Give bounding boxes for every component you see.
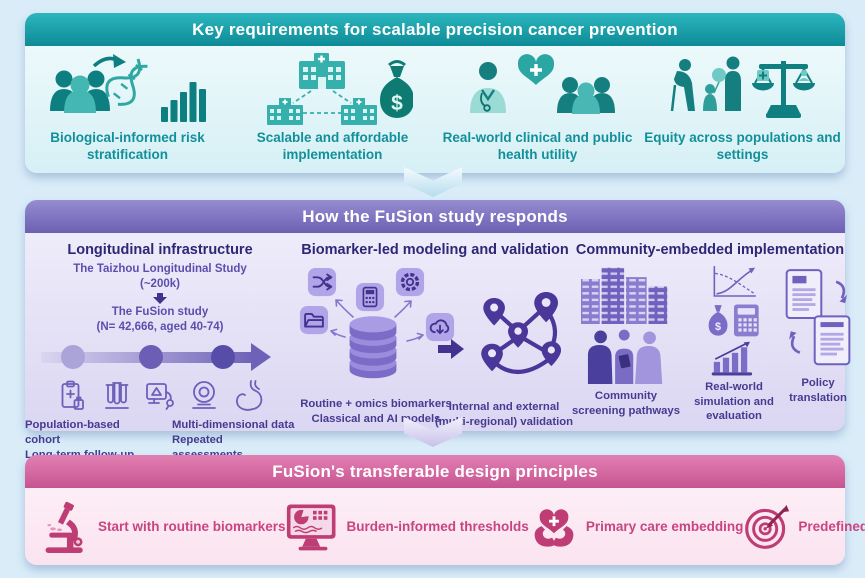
requirement-label: Biological-informed risk stratification xyxy=(50,130,205,163)
hands-heart-cross-icon xyxy=(534,508,574,547)
key-requirements-title: Key requirements for scalable precision … xyxy=(192,19,678,39)
timeline-dot-2 xyxy=(139,345,163,370)
ultrasound-monitor-icon xyxy=(146,382,174,410)
microscope-icon xyxy=(45,501,83,553)
policy-documents-icon xyxy=(785,269,851,366)
connector-arrows-icon xyxy=(330,299,424,342)
biomarker-heading: Biomarker-led modeling and validation xyxy=(301,242,569,258)
principle-label: Burden-informed thresholds xyxy=(346,519,529,534)
requirement-label: Real-world clinical and public health ut… xyxy=(442,130,633,163)
longitudinal-heading: Longitudinal infrastructure xyxy=(67,242,253,258)
community-people-icon xyxy=(587,329,663,384)
population-dna-barchart-icon xyxy=(48,47,208,127)
projection-chart-icon xyxy=(713,266,756,297)
biomarker-column: Biomarker-led modeling and validation xyxy=(295,233,575,431)
taizhou-study-line2: (~200k) xyxy=(140,277,180,290)
requirement-item-real-world-utility: Real-world clinical and public health ut… xyxy=(435,46,640,173)
policy-stack: Policy translation xyxy=(783,264,853,424)
growth-bars-icon xyxy=(711,341,753,376)
timeline-arrowhead-icon xyxy=(251,342,271,371)
simulation-stack: $ xyxy=(691,264,777,424)
principle-predefined-endpoints: Predefined endpoints xyxy=(743,503,865,551)
timeline-arrow xyxy=(41,342,279,372)
moneybag-calculator-icon: $ xyxy=(708,304,759,337)
svg-text:$: $ xyxy=(715,321,721,333)
generations-balance-scales-icon xyxy=(663,47,823,127)
validation-line2: (multi-regional) validation xyxy=(434,416,574,429)
principle-label: Predefined endpoints xyxy=(798,519,865,534)
taizhou-study-line1: The Taizhou Longitudinal Study xyxy=(73,263,247,275)
requirement-label: Equity across populations and settings xyxy=(644,130,841,163)
principle-label: Primary care embedding xyxy=(585,519,744,534)
cohort-data-icons xyxy=(25,379,295,411)
cohort-studies: The Taizhou Longitudinal Study (~200k) T… xyxy=(25,262,295,335)
doctor-heart-family-icon xyxy=(458,47,618,127)
biomarker-cluster: Routine + omics biomarkers Classical and… xyxy=(295,265,575,431)
down-arrow-icon xyxy=(25,292,295,304)
fusion-response-body: Longitudinal infrastructure The Taizhou … xyxy=(25,233,851,461)
requirement-item-risk-stratification: Biological-informed risk stratification xyxy=(25,46,230,173)
fusion-study-line1: The FuSion study xyxy=(111,305,209,318)
feature1-line1: Population-based cohort xyxy=(25,418,120,446)
design-principles-panel: FuSion's transferable design principles xyxy=(25,455,865,565)
stomach-icon xyxy=(236,379,263,411)
hospital-network-moneybag-icon: $ xyxy=(253,47,413,127)
community-heading: Community-embedded implementation xyxy=(575,242,845,258)
timeline-dot-3 xyxy=(211,345,235,370)
biomarker-models-line1: Routine + omics biomarkers xyxy=(300,398,452,410)
validation-label: Internal and external (multi-regional) v… xyxy=(433,400,575,431)
database-icon xyxy=(349,316,397,379)
svg-text:$: $ xyxy=(391,92,403,115)
requirement-label: Scalable and affordable implementation xyxy=(256,130,409,163)
cloud-download-icon xyxy=(425,312,455,342)
city-buildings-icon xyxy=(581,267,668,324)
ct-scanner-icon xyxy=(192,380,216,409)
fusion-response-header: How the FuSion study responds xyxy=(25,200,845,233)
target-dart-icon xyxy=(745,504,790,549)
gear-icon xyxy=(395,267,425,297)
timeline-dot-1 xyxy=(61,345,85,370)
community-content: Community screening pathways $ xyxy=(572,264,851,424)
fusion-response-panel: How the FuSion study responds Longitudin… xyxy=(25,200,851,461)
key-requirements-panel: Key requirements for scalable precision … xyxy=(25,13,845,173)
requirement-item-equity: Equity across populations and settings xyxy=(640,46,845,173)
design-principles-body: Start with routine biomarkers Burd xyxy=(25,488,865,565)
simulation-label: Real-world simulation and evaluation xyxy=(694,380,774,423)
design-principles-header: FuSion's transferable design principles xyxy=(25,455,845,488)
calculator-icon xyxy=(355,282,385,312)
shuffle-icon xyxy=(307,267,337,297)
community-screening-stack: Community screening pathways xyxy=(567,264,685,424)
principle-burden-thresholds: Burden-informed thresholds xyxy=(286,503,529,551)
longitudinal-column: Longitudinal infrastructure The Taizhou … xyxy=(25,233,295,461)
principle-routine-biomarkers: Start with routine biomarkers xyxy=(41,501,286,553)
test-tubes-icon xyxy=(105,381,129,409)
key-requirements-header: Key requirements for scalable precision … xyxy=(25,13,845,46)
principle-label: Start with routine biomarkers xyxy=(98,519,286,534)
policy-label: Policy translation xyxy=(789,377,847,404)
design-principles-title: FuSion's transferable design principles xyxy=(272,461,598,481)
key-requirements-body: Biological-informed risk stratification xyxy=(25,46,845,173)
principle-primary-care: Primary care embedding xyxy=(529,504,744,550)
community-column: Community-embedded implementation xyxy=(572,233,851,431)
folder-icon xyxy=(299,305,329,335)
bold-right-arrow-icon xyxy=(438,339,464,359)
community-screening-label: Community screening pathways xyxy=(572,390,680,417)
fusion-study-line2: (N= 42,666, aged 40-74) xyxy=(96,320,224,333)
clipboard-medical-icon xyxy=(61,380,84,410)
requirement-item-scalable-implementation: $ Scalable and affordable implementation xyxy=(230,46,435,173)
map-pin-network-icon xyxy=(481,291,562,374)
feature2-line1: Multi-dimensional data xyxy=(171,418,295,431)
monitor-piechart-icon xyxy=(286,504,336,550)
validation-line1: Internal and external xyxy=(448,401,560,413)
fusion-response-title: How the FuSion study responds xyxy=(302,206,568,226)
